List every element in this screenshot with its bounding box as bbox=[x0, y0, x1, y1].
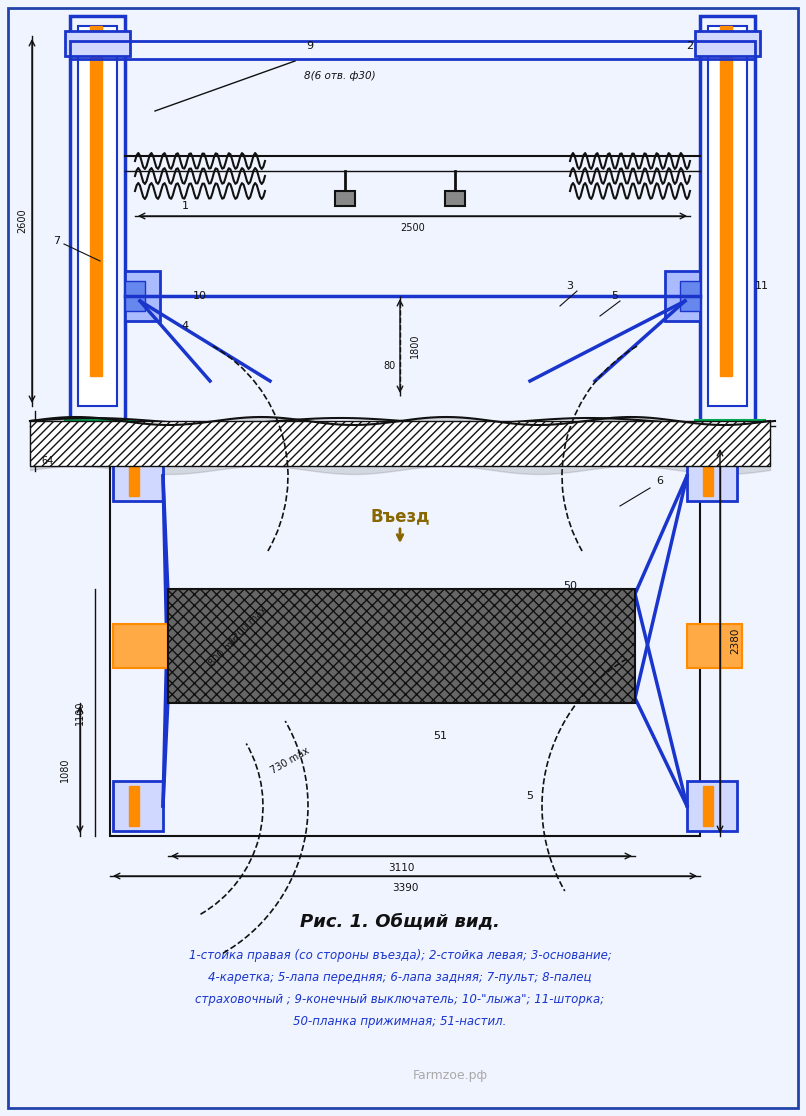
Bar bbox=[680, 281, 700, 311]
Text: Farmzoe.pф: Farmzoe.pф bbox=[413, 1069, 488, 1083]
Bar bbox=[720, 26, 732, 376]
Text: 1100: 1100 bbox=[75, 701, 85, 725]
Text: 2: 2 bbox=[687, 41, 693, 51]
Text: 1-стойка правая (со стороны въезда); 2-стойка левая; 3-основание;: 1-стойка правая (со стороны въезда); 2-с… bbox=[189, 950, 612, 962]
Bar bbox=[687, 624, 742, 668]
Bar bbox=[125, 281, 145, 311]
Text: 5: 5 bbox=[612, 291, 618, 301]
Bar bbox=[695, 420, 765, 429]
Text: 50-планка прижимная; 51-настил.: 50-планка прижимная; 51-настил. bbox=[293, 1016, 507, 1029]
Bar bbox=[70, 41, 755, 59]
Bar bbox=[168, 589, 635, 703]
Bar bbox=[90, 26, 102, 376]
Bar bbox=[70, 16, 125, 426]
Text: 1800: 1800 bbox=[410, 334, 420, 358]
Bar bbox=[78, 26, 117, 406]
Bar bbox=[708, 26, 747, 406]
Text: 1080: 1080 bbox=[60, 758, 70, 782]
Text: 800 min: 800 min bbox=[207, 633, 243, 668]
Bar bbox=[703, 456, 713, 496]
Bar bbox=[687, 781, 737, 831]
Text: 2380: 2380 bbox=[730, 628, 740, 654]
Bar bbox=[125, 271, 160, 321]
Text: 2600: 2600 bbox=[17, 209, 27, 233]
Text: Въезд: Въезд bbox=[370, 507, 430, 525]
Bar bbox=[335, 191, 355, 206]
Text: 51: 51 bbox=[433, 731, 447, 741]
Text: 5: 5 bbox=[526, 791, 534, 801]
Bar bbox=[665, 271, 700, 321]
Bar bbox=[700, 16, 755, 426]
Bar bbox=[30, 421, 770, 466]
Text: 7: 7 bbox=[53, 235, 60, 246]
Text: 50: 50 bbox=[563, 581, 577, 591]
Text: 80: 80 bbox=[384, 360, 396, 371]
Bar bbox=[110, 446, 700, 836]
Bar bbox=[445, 191, 465, 206]
Text: 4-каретка; 5-лапа передняя; 6-лапа задняя; 7-пульт; 8-палец: 4-каретка; 5-лапа передняя; 6-лапа задня… bbox=[208, 972, 592, 984]
Text: 2500: 2500 bbox=[400, 223, 425, 233]
Bar bbox=[129, 456, 139, 496]
Text: 6: 6 bbox=[657, 477, 663, 485]
Text: 10: 10 bbox=[193, 291, 207, 301]
Text: 4: 4 bbox=[181, 321, 189, 331]
Bar bbox=[113, 624, 168, 668]
Text: 3390: 3390 bbox=[392, 883, 418, 893]
Text: Рис. 1. Общий вид.: Рис. 1. Общий вид. bbox=[300, 912, 500, 930]
Bar bbox=[65, 420, 135, 429]
Text: 1200 max: 1200 max bbox=[227, 605, 269, 647]
Text: 8(6 отв. ф30): 8(6 отв. ф30) bbox=[304, 71, 376, 81]
Bar bbox=[65, 31, 130, 56]
Text: 3110: 3110 bbox=[388, 863, 415, 873]
Bar bbox=[113, 781, 163, 831]
Bar bbox=[129, 786, 139, 826]
Text: страховочный ; 9-конечный выключатель; 10-"лыжа"; 11-шторка;: страховочный ; 9-конечный выключатель; 1… bbox=[195, 993, 604, 1007]
Bar bbox=[687, 451, 737, 501]
Bar bbox=[113, 451, 163, 501]
Text: 1: 1 bbox=[181, 201, 189, 211]
Text: 730 max: 730 max bbox=[269, 745, 311, 776]
Text: 11: 11 bbox=[755, 281, 769, 291]
Bar bbox=[703, 786, 713, 826]
Text: 64: 64 bbox=[42, 456, 54, 466]
Bar bbox=[695, 31, 760, 56]
Text: 3: 3 bbox=[567, 281, 574, 291]
Text: 9: 9 bbox=[306, 41, 314, 51]
